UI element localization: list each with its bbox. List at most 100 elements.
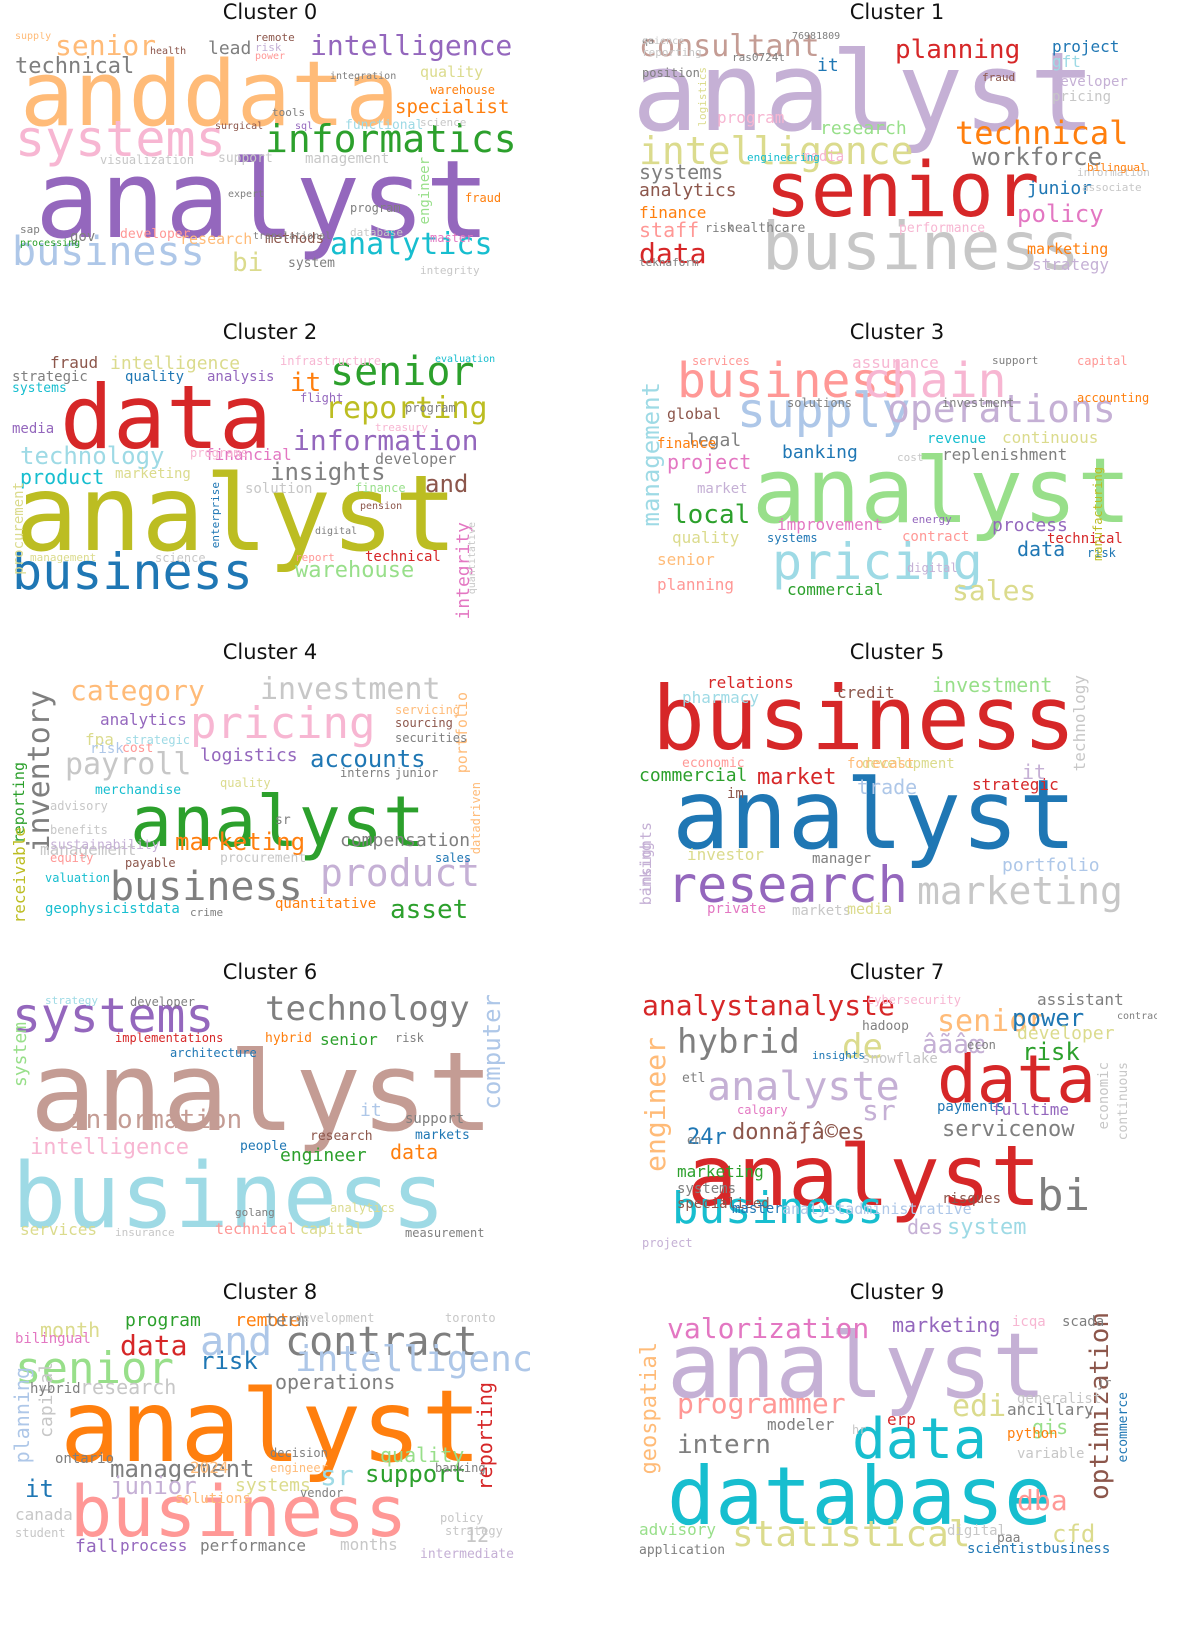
cloud-word: informatics (265, 117, 517, 161)
cloud-word: management (637, 382, 665, 527)
cluster-title: Cluster 5 (849, 640, 945, 664)
cloud-word: business (70, 1471, 408, 1553)
cluster-title: Cluster 9 (849, 1280, 945, 1304)
cloud-word: donnãƒâ©es (732, 1120, 865, 1145)
cloud-word: services (20, 1220, 98, 1239)
cloud-word: bi (232, 248, 264, 278)
cloud-word: manufacturing (1091, 467, 1105, 561)
cloud-word: strategic (972, 775, 1059, 794)
word-cloud: analyst database data statistical programmer… (637, 1312, 1157, 1587)
cloud-word: 76981809 (792, 32, 841, 42)
cloud-word: insurance (115, 1226, 175, 1239)
cluster-title: Cluster 6 (222, 960, 318, 984)
cloud-word: flight (300, 391, 344, 405)
cloud-word: technology (1070, 675, 1089, 772)
cloud-word: geospatial (637, 1342, 662, 1475)
cloud-word: hybrid (265, 1031, 312, 1046)
cloud-word: relations (707, 673, 794, 692)
cloud-word: student (15, 1526, 66, 1540)
cloud-word: analystadministrative (782, 1200, 972, 1218)
cloud-word: research (667, 856, 908, 914)
cloud-word: receivable (10, 827, 29, 924)
cloud-word: global (667, 405, 722, 423)
cloud-word: intern (677, 1430, 771, 1460)
cloud-word: assistant (1037, 992, 1124, 1009)
cloud-word: strategy (445, 1524, 503, 1538)
cloud-word: econ (967, 1038, 996, 1052)
cloud-word: implementations (115, 1031, 224, 1045)
cloud-word: payable (125, 856, 176, 870)
cloud-word: energy (912, 513, 952, 526)
word-cloud: analyst business chain supply operations pric… (637, 352, 1157, 627)
cloud-word: strategy (45, 994, 98, 1007)
cloud-word: benefits (50, 823, 108, 837)
cloud-word: systems (15, 110, 226, 168)
cloud-word: accounts (310, 745, 426, 773)
cloud-word: senior (937, 1004, 1046, 1039)
cloud-word: payroll (65, 747, 192, 782)
cluster-panel: Cluster 7 analyst data analyste business hybr… (637, 960, 1157, 1280)
cloud-word: application (639, 1543, 726, 1558)
cloud-word: investment (942, 396, 1015, 410)
word-cloud: analyst senior business intelligence consult… (637, 32, 1157, 307)
cloud-word: risk (1022, 1038, 1080, 1066)
cloud-word: strategy (1032, 255, 1110, 274)
cloud-word: product (320, 851, 481, 895)
cloud-word: chain (862, 353, 1007, 409)
cloud-word: quality (380, 1443, 465, 1467)
cloud-word: technology (265, 992, 470, 1029)
cloud-word: fall (75, 1536, 119, 1557)
cloud-word: sales (435, 851, 472, 865)
cloud-word: securities (395, 731, 468, 745)
cloud-word: golang (235, 1206, 275, 1219)
cloud-word: contract (285, 1319, 478, 1365)
cloud-word: it (290, 368, 322, 398)
cloud-word: master (430, 231, 474, 245)
cloud-word: evaluation (435, 354, 496, 365)
cloud-word: engineer (280, 1145, 367, 1166)
cloud-word: management (30, 551, 97, 564)
cloud-word: hr (852, 1423, 867, 1437)
cloud-word: market (757, 765, 837, 790)
cloud-word: planning (657, 575, 735, 594)
cloud-word: developer (120, 227, 191, 242)
cloud-word: analystanalyste (642, 992, 895, 1022)
cloud-word: continuous (1116, 1062, 1131, 1141)
cloud-word: data (937, 1041, 1096, 1118)
cloud-word: data (390, 1140, 439, 1164)
cloud-word: valorization (667, 1312, 870, 1345)
cloud-word: term (265, 1312, 309, 1331)
cloud-word: pricing (772, 533, 983, 591)
cluster-panel: Cluster 9 analyst database data statistical p… (637, 1280, 1157, 1600)
cloud-word: developer (1052, 74, 1128, 90)
cloud-word: science (642, 36, 685, 47)
cloud-word: cost (122, 741, 154, 756)
cloud-word: insights (270, 458, 386, 486)
cloud-word: functional (345, 118, 424, 133)
cloud-word: intelligence (295, 1339, 530, 1380)
cloud-word: it (360, 1100, 382, 1121)
cloud-word: intelligence (30, 1135, 189, 1160)
cloud-word: enterprise (209, 482, 222, 549)
cloud-word: fulltime (992, 1100, 1070, 1119)
cloud-word: treasury (375, 421, 428, 434)
cloud-word: development (295, 1312, 375, 1325)
cloud-word: engineering (747, 151, 820, 164)
cloud-word: geophysicistdata (45, 901, 180, 917)
cloud-word: consultant (639, 32, 820, 64)
cloud-word: reporting (642, 46, 702, 59)
cloud-word: and (425, 470, 469, 498)
cloud-word: integrity (420, 264, 480, 277)
cloud-word: management (305, 151, 390, 167)
cloud-word: ancillary (1007, 1400, 1094, 1419)
cloud-word: quality (420, 63, 484, 81)
cloud-word: quality (672, 528, 740, 547)
cloud-word: technical (955, 114, 1129, 152)
cloud-word: risques (942, 1191, 1002, 1207)
word-cloud: analyst business senior and contract intellig… (10, 1312, 530, 1587)
cloud-word: marketing (917, 869, 1123, 913)
cloud-word: statistical (732, 1514, 971, 1555)
cloud-word: junior (110, 1472, 197, 1500)
cloud-word: media (12, 421, 55, 437)
cloud-word: investment (932, 673, 1053, 697)
